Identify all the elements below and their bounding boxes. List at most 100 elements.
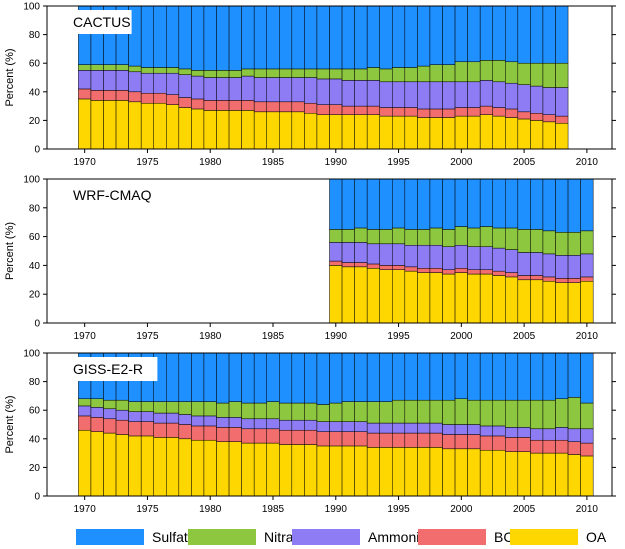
bar-cactus-sulfate-1982 [228, 5, 242, 71]
bar-giss-e2-r-nitrate-1997 [417, 399, 431, 424]
y-axis-label-giss-e2-r: Percent (%) [4, 395, 16, 453]
bar-cactus-ammonium-1995 [392, 81, 406, 108]
x-tick-label-wrf-cmaq-1970: 1970 [74, 331, 97, 342]
bar-giss-e2-r-nitrate-2008 [555, 398, 569, 428]
bar-wrf-cmaq-bc-2008 [555, 278, 569, 283]
bar-wrf-cmaq-oa-2007 [542, 280, 556, 324]
bar-giss-e2-r-oa-1974 [128, 435, 142, 497]
bar-cactus-sulfate-1975 [140, 5, 154, 68]
panel-label-wrf-cmaq: WRF-CMAQ [66, 183, 152, 207]
bar-giss-e2-r-sulfate-1981 [216, 352, 230, 404]
bar-giss-e2-r-bc-2002 [479, 435, 493, 451]
bar-cactus-bc-1999 [442, 108, 456, 118]
bar-giss-e2-r-oa-1979 [191, 439, 205, 497]
bar-wrf-cmaq-nitrate-2008 [555, 232, 569, 256]
legend-swatch-bc [418, 529, 486, 545]
bar-cactus-ammonium-1997 [417, 81, 431, 110]
bar-cactus-nitrate-1974 [128, 65, 142, 73]
bar-wrf-cmaq-sulfate-2008 [555, 178, 569, 233]
bar-cactus-sulfate-2004 [505, 5, 519, 63]
bar-giss-e2-r-ammonium-1972 [103, 408, 117, 420]
bar-giss-e2-r-sulfate-1993 [366, 352, 380, 402]
bar-cactus-oa-1981 [216, 110, 230, 150]
bar-giss-e2-r-ammonium-1994 [379, 422, 393, 434]
bar-giss-e2-r-ammonium-2007 [542, 428, 556, 441]
bar-cactus-ammonium-2000 [454, 81, 468, 108]
y-tick-label-cactus-60: 60 [29, 59, 41, 70]
bar-cactus-oa-1988 [304, 113, 318, 150]
bar-giss-e2-r-ammonium-1973 [115, 409, 129, 421]
bar-giss-e2-r-nitrate-1998 [429, 399, 443, 424]
bar-giss-e2-r-bc-1979 [191, 425, 205, 441]
bar-giss-e2-r-ammonium-1983 [241, 418, 255, 430]
bar-giss-e2-r-oa-1981 [216, 441, 230, 497]
bar-cactus-bc-1987 [291, 101, 305, 113]
bar-giss-e2-r-sulfate-1988 [304, 352, 318, 404]
bar-cactus-ammonium-1979 [191, 75, 205, 100]
bar-wrf-cmaq-ammonium-1994 [379, 243, 393, 266]
bar-cactus-oa-1999 [442, 117, 456, 150]
bar-cactus-oa-1972 [103, 100, 117, 150]
bar-cactus-oa-1993 [366, 114, 380, 150]
bar-giss-e2-r-ammonium-2000 [454, 424, 468, 435]
bar-giss-e2-r-oa-2005 [517, 451, 531, 497]
bar-wrf-cmaq-oa-2003 [492, 275, 506, 324]
bar-wrf-cmaq-bc-1990 [329, 260, 343, 266]
bar-giss-e2-r-bc-1971 [90, 417, 104, 432]
bar-giss-e2-r-ammonium-1997 [417, 422, 431, 434]
bar-giss-e2-r-oa-1986 [279, 444, 293, 497]
x-tick-label-giss-e2-r-1995: 1995 [387, 504, 410, 515]
x-tick-label-wrf-cmaq-2010: 2010 [576, 331, 599, 342]
bar-giss-e2-r-bc-2007 [542, 439, 556, 454]
bar-wrf-cmaq-bc-1997 [417, 268, 431, 273]
bar-giss-e2-r-oa-1983 [241, 442, 255, 497]
bar-cactus-ammonium-2004 [505, 82, 519, 110]
bar-giss-e2-r-sulfate-1994 [379, 352, 393, 402]
bar-wrf-cmaq-nitrate-1996 [404, 229, 418, 246]
bar-wrf-cmaq-ammonium-2009 [567, 255, 581, 279]
bar-giss-e2-r-sulfate-1987 [291, 352, 305, 404]
panel-label-text-cactus: CACTUS [73, 14, 131, 30]
x-tick-label-wrf-cmaq-1995: 1995 [387, 331, 410, 342]
bar-wrf-cmaq-sulfate-1993 [366, 178, 380, 230]
bar-wrf-cmaq-oa-2004 [505, 276, 519, 324]
bar-wrf-cmaq-sulfate-1994 [379, 178, 393, 230]
x-tick-label-cactus-1970: 1970 [74, 157, 97, 168]
bar-cactus-nitrate-1988 [304, 68, 318, 78]
bar-wrf-cmaq-sulfate-1995 [392, 178, 406, 229]
bar-cactus-ammonium-2002 [479, 80, 493, 107]
bar-cactus-sulfate-2003 [492, 5, 506, 61]
bar-giss-e2-r-oa-1990 [329, 445, 343, 497]
bar-giss-e2-r-sulfate-1995 [392, 352, 406, 401]
bar-wrf-cmaq-nitrate-1995 [392, 227, 406, 245]
bar-wrf-cmaq-oa-1996 [404, 270, 418, 324]
bar-cactus-bc-2007 [542, 114, 556, 123]
y-tick-label-giss-e2-r-100: 100 [23, 349, 40, 360]
x-tick-label-wrf-cmaq-2000: 2000 [450, 331, 473, 342]
bar-cactus-sulfate-1984 [253, 5, 267, 70]
legend-label-oa: OA [586, 529, 607, 545]
bar-wrf-cmaq-bc-1993 [366, 263, 380, 269]
bar-giss-e2-r-nitrate-1981 [216, 402, 230, 418]
bar-wrf-cmaq-sulfate-2006 [530, 178, 544, 230]
bar-cactus-nitrate-1998 [429, 64, 443, 83]
legend-swatch-nitrate [188, 529, 256, 545]
bar-cactus-nitrate-1985 [266, 68, 280, 78]
bar-cactus-bc-1979 [191, 98, 205, 110]
bar-giss-e2-r-oa-2010 [580, 455, 594, 497]
bar-cactus-ammonium-1976 [153, 72, 167, 94]
bar-cactus-oa-1985 [266, 111, 280, 150]
bar-giss-e2-r-sulfate-2008 [555, 352, 569, 400]
bar-giss-e2-r-nitrate-2002 [479, 399, 493, 427]
bar-giss-e2-r-bc-1977 [166, 422, 180, 438]
bar-giss-e2-r-ammonium-1977 [166, 412, 180, 424]
bar-cactus-bc-2000 [454, 107, 468, 117]
x-tick-label-cactus-2000: 2000 [450, 157, 473, 168]
bar-cactus-nitrate-2002 [479, 60, 493, 81]
bar-giss-e2-r-sulfate-1986 [279, 352, 293, 404]
panel-label-bg-giss-e2-r [66, 357, 158, 381]
bar-cactus-sulfate-2002 [479, 5, 493, 61]
bar-giss-e2-r-sulfate-1992 [354, 352, 368, 402]
x-tick-label-giss-e2-r-1985: 1985 [262, 504, 285, 515]
bar-cactus-sulfate-1988 [304, 5, 318, 70]
